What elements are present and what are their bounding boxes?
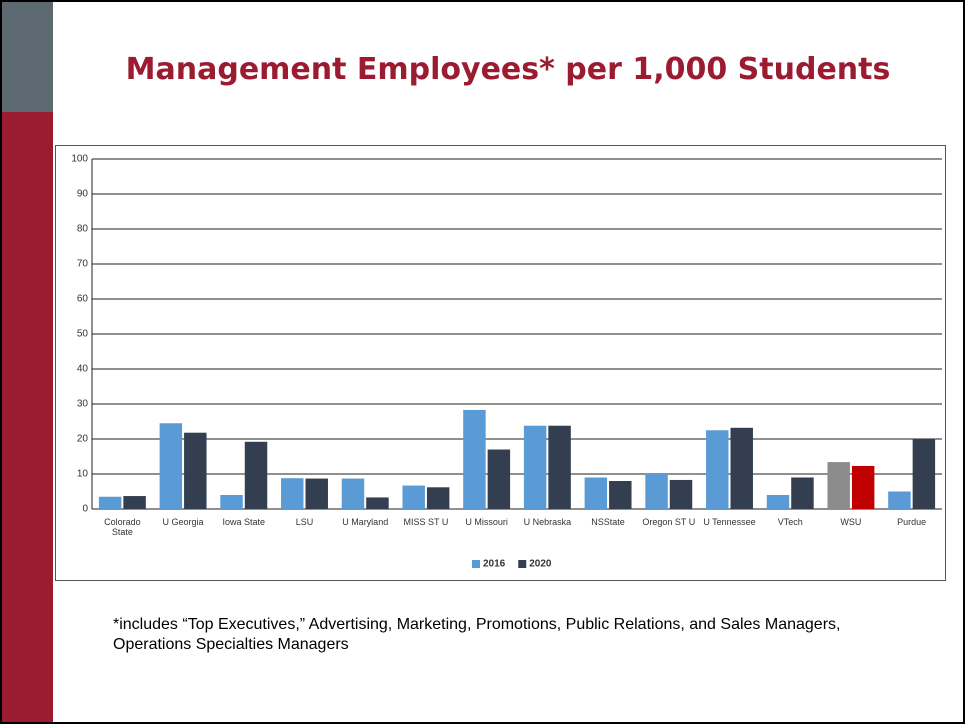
bar <box>402 485 425 509</box>
y-tick-label: 100 <box>71 154 88 165</box>
x-tick-label-box: Iowa State <box>222 517 266 527</box>
x-tick-label-box: MISS ST U <box>403 517 449 527</box>
bar <box>706 430 729 509</box>
x-tick-label: LSU <box>295 517 314 527</box>
bar <box>584 477 608 509</box>
bar <box>487 449 511 509</box>
x-tick-label-box: U Georgia <box>162 517 204 527</box>
bar <box>463 409 486 509</box>
bar <box>244 441 268 509</box>
accent-strip <box>2 112 53 722</box>
bar <box>851 465 875 509</box>
x-tick-label: VTech <box>777 517 803 527</box>
y-tick-label: 60 <box>77 294 89 305</box>
bar <box>341 478 365 509</box>
bar <box>548 425 571 509</box>
x-tick-label: Colorado State <box>104 517 141 537</box>
accent-strip <box>2 2 53 112</box>
bar <box>98 496 122 509</box>
bar <box>645 474 668 509</box>
x-tick-label-box: VTech <box>777 517 803 527</box>
x-tick-label-box: Oregon ST U <box>642 517 696 527</box>
x-tick-label-box: U Missouri <box>465 517 508 527</box>
y-tick-label: 40 <box>77 364 89 375</box>
x-tick-label: U Tennessee <box>703 517 756 527</box>
x-tick-label: Oregon ST U <box>642 517 696 527</box>
x-tick-label: NSState <box>591 517 625 527</box>
x-tick-label: Iowa State <box>222 517 266 527</box>
y-tick-label: 20 <box>77 434 89 445</box>
x-tick-label-box: U Maryland <box>342 517 389 527</box>
bar <box>426 487 450 509</box>
y-tick-label: 10 <box>77 469 89 480</box>
x-tick-label: U Georgia <box>162 517 204 527</box>
legend-swatch <box>472 560 480 568</box>
bar <box>220 495 243 509</box>
bar <box>912 439 936 509</box>
x-tick-label: WSU <box>840 517 862 527</box>
bar <box>366 497 389 509</box>
x-tick-label-box: Colorado State <box>104 517 141 537</box>
x-tick-label: MISS ST U <box>403 517 449 527</box>
y-tick-label: 0 <box>82 504 88 515</box>
footnote: *includes “Top Executives,” Advertising,… <box>113 616 841 653</box>
bar <box>730 427 753 509</box>
x-tick-label-box: LSU <box>295 517 314 527</box>
x-tick-label: U Missouri <box>465 517 508 527</box>
legend-label: 2016 <box>483 559 506 570</box>
x-tick-label-box: NSState <box>591 517 625 527</box>
bar <box>305 478 328 509</box>
y-tick-label: 90 <box>77 189 89 200</box>
y-tick-label: 30 <box>77 399 89 410</box>
bar <box>184 432 207 509</box>
bar <box>827 462 850 509</box>
bar <box>123 496 146 509</box>
x-tick-label-box: WSU <box>840 517 862 527</box>
x-tick-label: U Nebraska <box>523 517 572 527</box>
bar <box>791 477 814 509</box>
y-tick-label: 70 <box>77 259 89 270</box>
bar <box>669 479 693 509</box>
slide-title: Management Employees* per 1,000 Students <box>125 52 891 87</box>
chart: 0 10 20 30 40 50 60 70 80 90 100 Colorado State U Ge… <box>55 145 946 581</box>
bar <box>609 481 632 509</box>
bar <box>888 491 911 509</box>
bar <box>159 423 183 509</box>
x-tick-label-box: Purdue <box>897 517 927 527</box>
x-tick-label: Purdue <box>897 517 927 527</box>
x-tick-label-box: U Tennessee <box>703 517 756 527</box>
x-tick-label: U Maryland <box>342 517 389 527</box>
y-tick-label: 80 <box>77 224 89 235</box>
legend-swatch <box>518 560 527 568</box>
legend-label: 2020 <box>529 559 552 570</box>
y-tick-label: 50 <box>77 329 89 340</box>
bar <box>523 425 547 509</box>
x-tick-label-box: U Nebraska <box>523 517 572 527</box>
bar <box>281 478 304 509</box>
bar <box>766 495 790 509</box>
